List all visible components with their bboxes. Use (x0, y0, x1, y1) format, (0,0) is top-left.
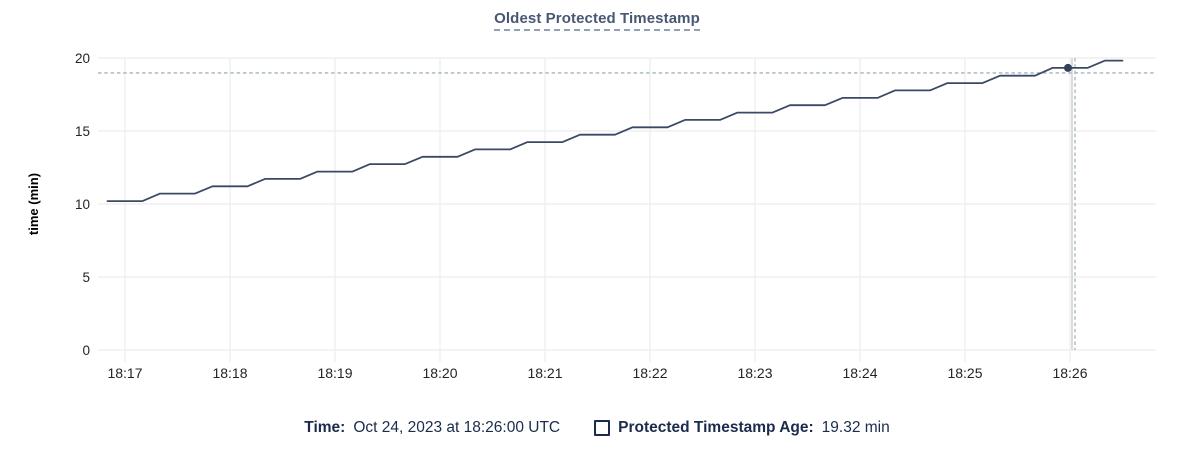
x-tick-label: 18:18 (212, 365, 247, 381)
chart-title-row: Oldest Protected Timestamp (0, 10, 1194, 31)
x-tick-label: 18:22 (632, 365, 667, 381)
protected-timestamp-age-line (106, 59, 1124, 203)
series-checkbox-icon[interactable] (594, 420, 611, 436)
x-tick-label: 18:17 (107, 365, 142, 381)
y-axis-label: time (min) (26, 173, 41, 235)
chart-title[interactable]: Oldest Protected Timestamp (494, 10, 700, 31)
series-name-label: Protected Timestamp Age: (618, 419, 814, 436)
y-tick-label: 15 (75, 124, 90, 139)
hover-time-value: Oct 24, 2023 at 18:26:00 UTC (353, 419, 561, 436)
x-tick-label: 18:24 (842, 365, 877, 381)
series-hover-value: 19.32 min (821, 419, 890, 436)
hover-data-point (1064, 63, 1072, 72)
series-toggle[interactable]: Protected Timestamp Age: (594, 419, 814, 437)
y-tick-label: 0 (82, 343, 90, 358)
x-tick-label: 18:25 (947, 365, 982, 381)
y-tick-label: 5 (82, 270, 90, 285)
y-tick-label: 10 (75, 197, 90, 212)
x-tick-label: 18:26 (1052, 365, 1087, 381)
hover-legend: Time: Oct 24, 2023 at 18:26:00 UTC Prote… (0, 419, 1194, 437)
plot-hover-area[interactable] (98, 58, 1156, 350)
x-tick-label: 18:21 (527, 365, 562, 381)
x-tick-label: 18:20 (422, 365, 457, 381)
x-tick-label: 18:19 (317, 365, 352, 381)
y-tick-label: 20 (75, 51, 90, 66)
hover-time-label: Time: (304, 419, 346, 436)
x-tick-label: 18:23 (737, 365, 772, 381)
